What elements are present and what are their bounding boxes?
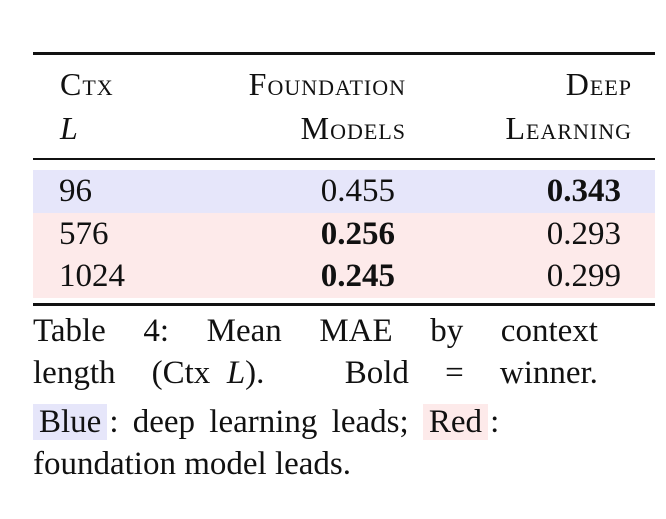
cell-deep-learning: 0.299 xyxy=(546,258,621,294)
cell-deep-learning: 0.343 xyxy=(546,173,621,209)
caption-line-1: Table 4: Mean MAE by context xyxy=(33,310,598,352)
caption-line-2: length (Ctx L). Bold = winner. xyxy=(33,352,598,394)
table-row: 96 0.455 0.343 xyxy=(33,170,655,213)
caption-word: Mean xyxy=(206,313,282,349)
table-top-rule xyxy=(33,52,655,55)
caption-line-4: foundation model leads. xyxy=(33,446,352,482)
header-models: Models xyxy=(300,110,406,146)
caption-ctx-group: (Ctx L). xyxy=(152,352,265,394)
cell-foundation-models: 0.455 xyxy=(320,173,395,209)
caption-word: length xyxy=(33,355,116,391)
red-legend-swatch: Red xyxy=(422,404,489,440)
caption-word: ). xyxy=(245,355,265,391)
header-ctx-l: L xyxy=(60,110,79,146)
caption-word: L xyxy=(226,355,246,391)
table-header-rule xyxy=(33,158,655,160)
header-ctx: Ctx xyxy=(60,66,114,102)
caption-word: Table xyxy=(33,313,106,349)
blue-legend-swatch: Blue xyxy=(33,404,108,440)
cell-foundation-models: 0.245 xyxy=(320,258,395,294)
header-deep: Deep xyxy=(565,66,632,102)
caption-word: (Ctx xyxy=(151,355,211,391)
table-row: 576 0.256 0.293 xyxy=(33,213,655,256)
cell-ctx: 1024 xyxy=(59,258,125,294)
caption-line-3: Blue: deep learning leads; Red: xyxy=(33,401,598,443)
caption-word: by xyxy=(430,313,464,349)
caption-word: MAE xyxy=(319,313,393,349)
caption-word: winner. xyxy=(499,355,598,391)
caption-word: 4: xyxy=(143,313,170,349)
caption-text: : deep learning leads; xyxy=(109,404,409,440)
caption-text: : xyxy=(490,404,500,440)
table-row: 1024 0.245 0.299 xyxy=(33,255,655,298)
caption-word: context xyxy=(500,313,598,349)
cell-ctx: 96 xyxy=(59,173,92,209)
header-foundation: Foundation xyxy=(248,66,406,102)
table-bottom-rule xyxy=(33,303,655,306)
cell-deep-learning: 0.293 xyxy=(546,216,621,252)
header-learning: Learning xyxy=(505,110,632,146)
caption-word: Bold xyxy=(344,355,409,391)
cell-ctx: 576 xyxy=(59,216,109,252)
cell-foundation-models: 0.256 xyxy=(320,216,395,252)
caption-word: = xyxy=(445,355,464,391)
